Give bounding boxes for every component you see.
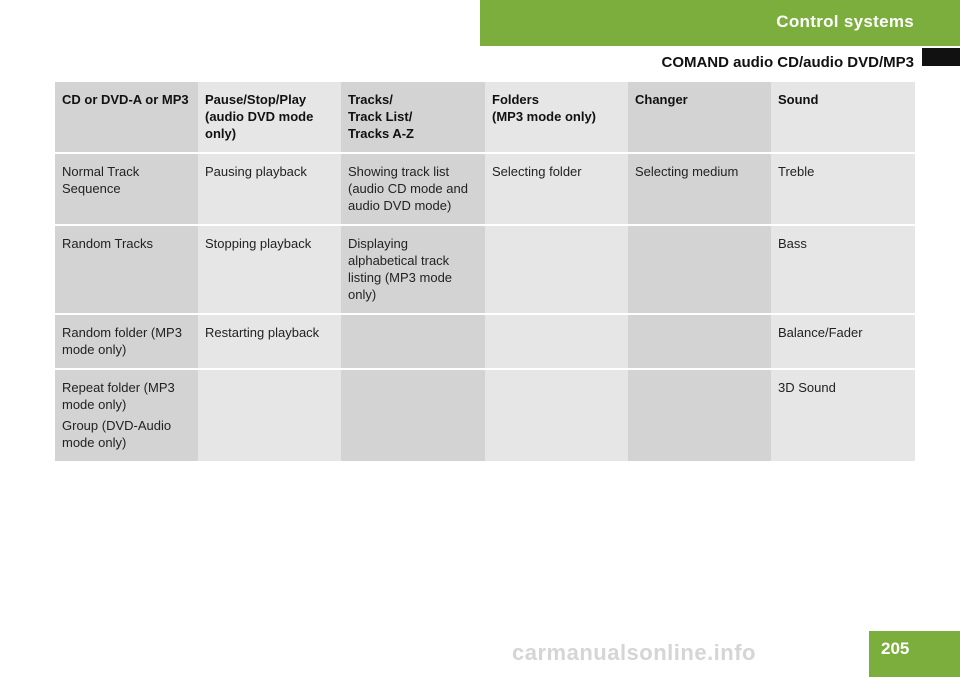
table-cell [628,314,771,370]
header-sound: Sound [771,82,915,154]
page-number: 205 [881,639,910,658]
table-cell: Repeat folder (MP3 mode only) Group (DVD-… [55,369,198,463]
table-cell: Selecting folder [485,153,628,226]
table-cell [628,225,771,315]
table-row: Normal Track Sequence Pausing playback S… [55,153,915,226]
header-folders: Folders (MP3 mode only) [485,82,628,154]
table-cell: Normal Track Sequence [55,153,198,226]
table-cell [198,369,341,463]
table-cell [485,225,628,315]
header-changer: Changer [628,82,771,154]
table-cell: Random folder (MP3 mode only) [55,314,198,370]
table-row: Repeat folder (MP3 mode only) Group (DVD-… [55,369,915,463]
header-pause-stop-play: Pause/Stop/Play (audio DVD mode only) [198,82,341,154]
table-cell [485,369,628,463]
header-tracks: Tracks/Track List/Tracks A-Z [341,82,485,154]
table-cell [485,314,628,370]
table-cell [628,369,771,463]
table-cell: Selecting medium [628,153,771,226]
table-cell: Displaying alphabetical track listing (M… [341,225,485,315]
table-cell: Balance/Fader [771,314,915,370]
watermark: carmanualsonline.info [512,640,756,665]
table-cell: 3D Sound [771,369,915,463]
table-cell: Stopping playback [198,225,341,315]
table-header-row: CD or DVD-A or MP3 Pause/Stop/Play (audio… [55,82,915,154]
table-cell: Showing track list (audio CD mode and au… [341,153,485,226]
table-row: Random folder (MP3 mode only) Restarting… [55,314,915,370]
table-cell: Bass [771,225,915,315]
table-cell [341,314,485,370]
table-cell: Pausing playback [198,153,341,226]
function-table: CD or DVD-A or MP3 Pause/Stop/Play (audio… [55,82,915,463]
table-row: Random Tracks Stopping playback Displayi… [55,225,915,315]
page-subheading: COMAND audio CD/audio DVD/MP3 [661,54,914,71]
header-cd-dvd-mp3: CD or DVD-A or MP3 [55,82,198,154]
table-cell [341,369,485,463]
section-tab-marker [922,48,960,66]
section-title: Control systems [776,12,914,31]
table-cell: Random Tracks [55,225,198,315]
table-cell: Restarting playback [198,314,341,370]
section-header-band: Control systems [480,0,960,46]
page-number-badge: 205 [869,631,960,677]
table-cell: Treble [771,153,915,226]
